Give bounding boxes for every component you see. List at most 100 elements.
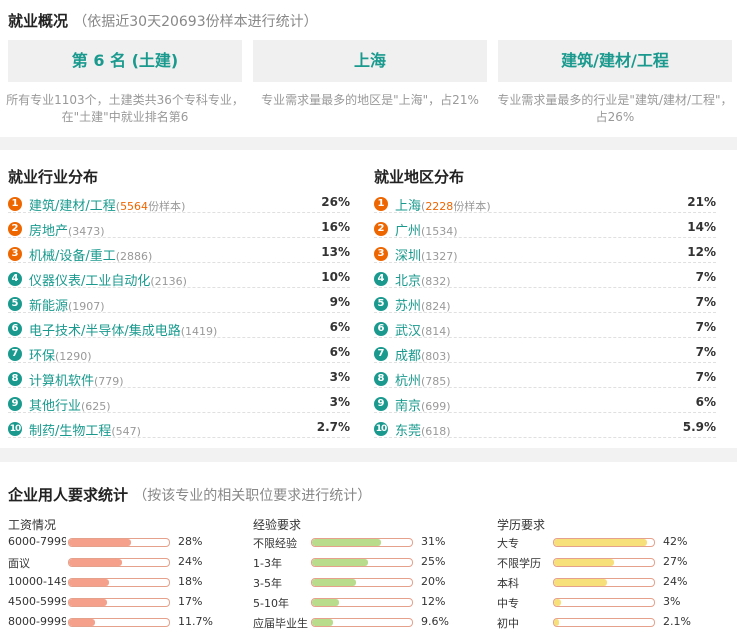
rank-number: 1: [8, 197, 22, 211]
item-count: (2136): [150, 275, 187, 288]
requirement-label: 中专: [497, 597, 519, 610]
region-list-item[interactable]: 8 杭州(785) 7%: [374, 369, 716, 389]
rank-number: 9: [8, 397, 22, 411]
overview-rank-box[interactable]: 第 6 名 (土建): [8, 40, 242, 82]
item-count: (3473): [68, 225, 105, 238]
item-count: (803): [421, 350, 451, 363]
requirement-bar-fill: [312, 539, 381, 546]
item-count: (814): [421, 325, 451, 338]
requirement-percent: 28%: [178, 535, 203, 548]
rank-number: 8: [8, 372, 22, 386]
region-name: 成都(803): [395, 345, 451, 364]
row-divider: [374, 287, 716, 288]
industry-name: 建筑/建材/工程(5564份样本): [29, 195, 185, 214]
item-name-text: 制药/生物工程: [29, 424, 112, 439]
item-percent: 10%: [321, 270, 350, 284]
region-list-item[interactable]: 4 北京(832) 7%: [374, 269, 716, 289]
region-list-item[interactable]: 10 东莞(618) 5.9%: [374, 419, 716, 439]
row-divider: [374, 387, 716, 388]
item-name-text: 杭州: [395, 374, 422, 389]
rank-number: 6: [374, 322, 388, 336]
industry-list-item[interactable]: 8 计算机软件(779) 3%: [8, 369, 350, 389]
requirement-row: 4500-5999 17%: [8, 593, 238, 611]
item-percent: 2.7%: [316, 420, 350, 434]
region-list-item[interactable]: 1 上海(2228份样本) 21%: [374, 194, 716, 214]
rank-number: 2: [374, 222, 388, 236]
overview-industry-box[interactable]: 建筑/建材/工程: [498, 40, 732, 82]
region-name: 武汉(814): [395, 320, 451, 339]
requirement-bar-fill: [69, 579, 109, 586]
requirement-bar: [553, 558, 655, 567]
item-count: (5564份样本): [115, 200, 186, 213]
requirement-bar-fill: [69, 599, 107, 606]
industry-list-item[interactable]: 10 制药/生物工程(547) 2.7%: [8, 419, 350, 439]
region-list-item[interactable]: 5 苏州(824) 7%: [374, 294, 716, 314]
industry-list-item[interactable]: 5 新能源(1907) 9%: [8, 294, 350, 314]
requirement-percent: 27%: [663, 555, 688, 568]
industry-list-item[interactable]: 2 房地产(3473) 16%: [8, 219, 350, 239]
requirement-row: 大专 42%: [497, 533, 727, 551]
rank-number: 7: [8, 347, 22, 361]
item-count: (547): [111, 425, 141, 438]
region-name: 广州(1534): [395, 220, 458, 239]
requirement-row: 不限经验 31%: [253, 533, 483, 551]
row-divider: [8, 312, 350, 313]
industry-list-item[interactable]: 7 环保(1290) 6%: [8, 344, 350, 364]
item-percent: 3%: [329, 395, 350, 409]
region-name: 苏州(824): [395, 295, 451, 314]
industry-list-item[interactable]: 9 其他行业(625) 3%: [8, 394, 350, 414]
requirement-label: 10000-149: [8, 575, 66, 588]
item-name-text: 上海: [395, 199, 422, 214]
industry-list-item[interactable]: 3 机械/设备/重工(2886) 13%: [8, 244, 350, 264]
region-list-item[interactable]: 9 南京(699) 6%: [374, 394, 716, 414]
item-name-text: 东莞: [395, 424, 422, 439]
item-count: (618): [421, 425, 451, 438]
item-percent: 6%: [329, 320, 350, 334]
item-percent: 16%: [321, 220, 350, 234]
requirement-row: 1-3年 25%: [253, 553, 483, 571]
item-percent: 9%: [329, 295, 350, 309]
requirements-subtitle: （按该专业的相关职位要求进行统计）: [133, 488, 372, 504]
row-divider: [8, 262, 350, 263]
rank-number: 7: [374, 347, 388, 361]
requirement-percent: 17%: [178, 595, 203, 608]
row-divider: [374, 362, 716, 363]
region-list-item[interactable]: 2 广州(1534) 14%: [374, 219, 716, 239]
item-count: (824): [421, 300, 451, 313]
region-name: 深圳(1327): [395, 245, 458, 264]
requirements-title: 企业用人要求统计: [8, 486, 129, 504]
region-name: 南京(699): [395, 395, 451, 414]
overview-region-box[interactable]: 上海: [253, 40, 487, 82]
requirement-label: 大专: [497, 537, 519, 550]
requirement-bar-fill: [312, 599, 339, 606]
requirement-label: 不限经验: [253, 537, 297, 550]
rank-number: 6: [8, 322, 22, 336]
requirement-bar: [553, 598, 655, 607]
industry-list-item[interactable]: 4 仪器仪表/工业自动化(2136) 10%: [8, 269, 350, 289]
requirement-bar-fill: [69, 539, 132, 546]
region-list-item[interactable]: 7 成都(803) 7%: [374, 344, 716, 364]
requirement-percent: 12%: [421, 595, 446, 608]
requirement-percent: 2.1%: [663, 615, 691, 628]
item-count: (832): [421, 275, 451, 288]
industry-name: 房地产(3473): [29, 220, 105, 239]
region-list-item[interactable]: 3 深圳(1327) 12%: [374, 244, 716, 264]
requirement-bar: [311, 578, 413, 587]
requirement-percent: 9.6%: [421, 615, 449, 628]
item-name-text: 南京: [395, 399, 422, 414]
item-name-text: 房地产: [29, 224, 69, 239]
row-divider: [374, 312, 716, 313]
industry-name: 计算机软件(779): [29, 370, 124, 389]
rank-number: 4: [374, 272, 388, 286]
industry-list-item[interactable]: 1 建筑/建材/工程(5564份样本) 26%: [8, 194, 350, 214]
row-divider: [8, 437, 350, 438]
item-percent: 6%: [695, 395, 716, 409]
requirement-bar: [553, 578, 655, 587]
region-list-item[interactable]: 6 武汉(814) 7%: [374, 319, 716, 339]
item-percent: 7%: [695, 320, 716, 334]
distribution-panel: [0, 150, 737, 448]
requirement-label: 8000-9999: [8, 615, 66, 628]
item-name-text: 其他行业: [29, 399, 82, 414]
requirement-label: 5-10年: [253, 597, 289, 610]
industry-list-item[interactable]: 6 电子技术/半导体/集成电路(1419) 6%: [8, 319, 350, 339]
